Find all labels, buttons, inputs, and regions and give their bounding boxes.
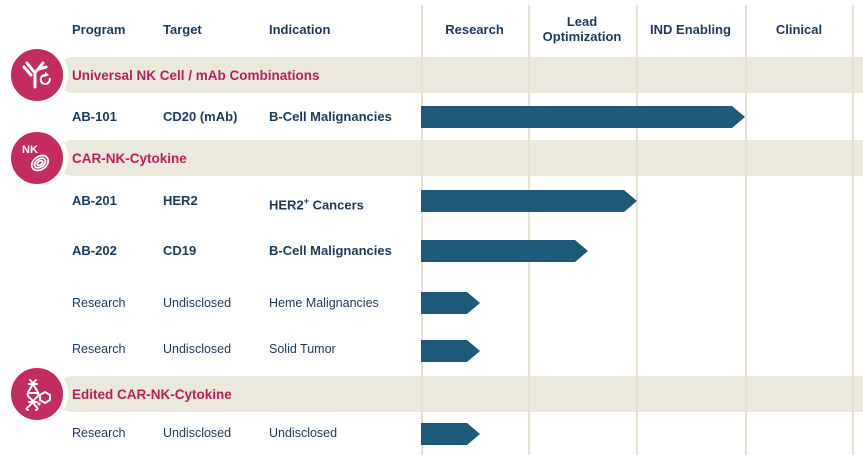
- indication-rest: Cancers: [308, 197, 364, 213]
- row-program: Research: [72, 342, 126, 356]
- phase-header-clinical: Clinical: [775, 21, 823, 37]
- indication-main: HER2: [269, 197, 304, 213]
- section-title-car-nk-cytokine: CAR-NK-Cytokine: [72, 150, 187, 166]
- row-indication: HER2+ Cancers: [269, 193, 364, 213]
- svg-text:NK: NK: [22, 144, 38, 156]
- progress-arrow-ab-202: [421, 240, 588, 262]
- row-target: CD19: [163, 243, 197, 258]
- row-program: Research: [72, 296, 126, 310]
- section-band: [55, 376, 863, 412]
- phase-divider: [528, 5, 530, 455]
- section-title-universal-nk: Universal NK Cell / mAb Combinations: [72, 67, 320, 83]
- row-indication: Heme Malignancies: [269, 296, 379, 310]
- row-program: Research: [72, 426, 126, 440]
- phase-divider: [636, 5, 638, 455]
- row-target: Undisclosed: [163, 296, 232, 310]
- row-indication: Solid Tumor: [269, 342, 336, 356]
- row-indication: B-Cell Malignancies: [269, 243, 392, 258]
- progress-arrow-solid-tumor: [421, 340, 480, 362]
- phase-divider: [421, 5, 423, 455]
- progress-arrow-heme: [421, 292, 480, 314]
- progress-arrow-ab-201: [421, 190, 637, 212]
- dna-icon: [6, 363, 68, 425]
- row-target: Undisclosed: [163, 342, 232, 356]
- phase-divider: [745, 5, 747, 455]
- section-band: [55, 57, 863, 93]
- row-program: AB-101: [72, 109, 117, 124]
- row-target: Undisclosed: [163, 426, 232, 440]
- phase-header-research: Research: [445, 21, 504, 37]
- row-program: AB-202: [72, 243, 117, 258]
- column-header-program: Program: [72, 22, 126, 37]
- progress-arrow-ab-101: [421, 106, 745, 128]
- section-title-edited-car-nk: Edited CAR-NK-Cytokine: [72, 386, 232, 402]
- antibody-icon: [6, 44, 68, 106]
- phase-header-ind-enabling: IND Enabling: [650, 21, 731, 37]
- row-target: CD20 (mAb): [163, 109, 238, 124]
- row-target: HER2: [163, 193, 198, 208]
- section-band: [55, 140, 863, 176]
- indication-superscript: +: [303, 196, 309, 206]
- row-indication: B-Cell Malignancies: [269, 109, 392, 124]
- row-program: AB-201: [72, 193, 117, 208]
- phase-header-lead-optimization: Lead Optimization: [542, 14, 622, 44]
- nk-cell-icon: NK: [6, 127, 68, 189]
- column-header-indication: Indication: [269, 22, 331, 37]
- phase-divider: [852, 5, 854, 455]
- row-indication: Undisclosed: [269, 426, 338, 440]
- column-header-target: Target: [163, 22, 202, 37]
- progress-arrow-undisclosed: [421, 423, 480, 445]
